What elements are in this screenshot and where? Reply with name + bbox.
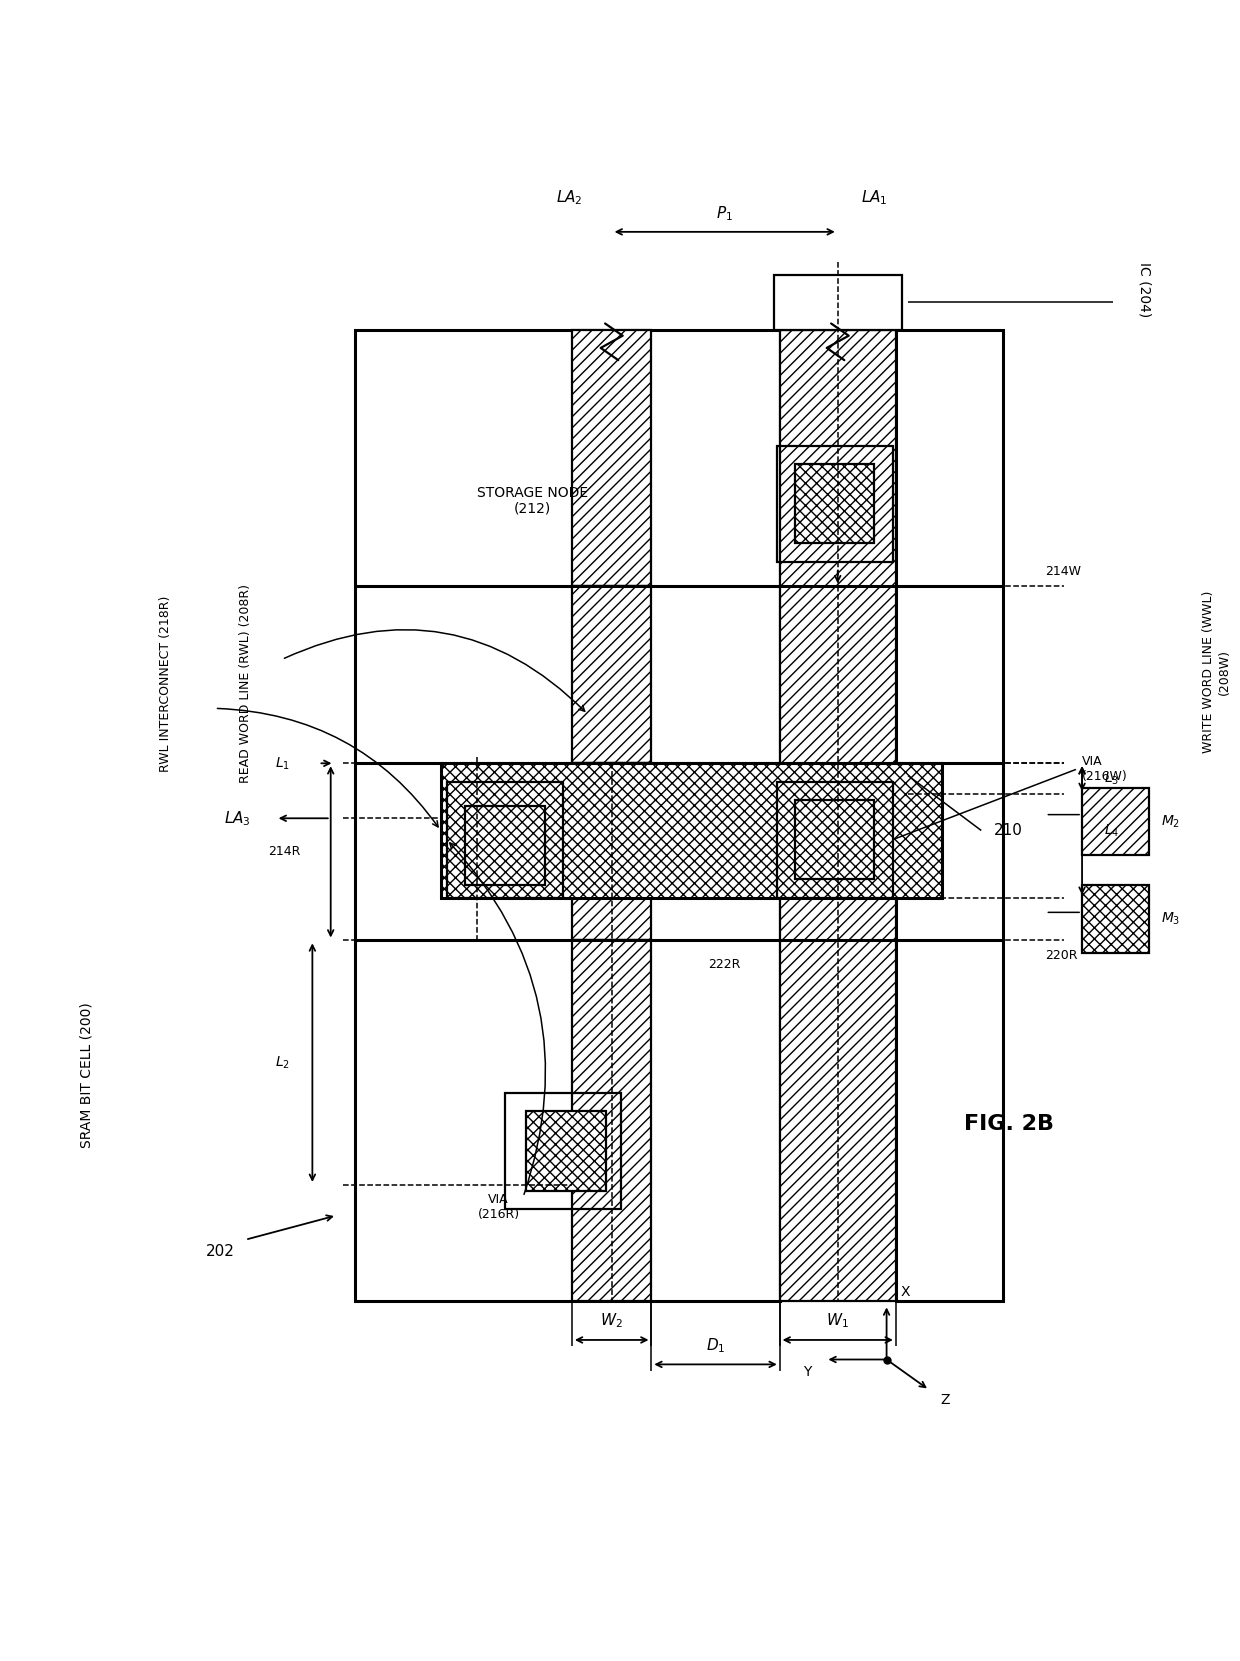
Bar xyxy=(795,801,874,879)
Text: $LA_1$: $LA_1$ xyxy=(861,188,888,208)
Text: X: X xyxy=(900,1286,910,1299)
Bar xyxy=(355,329,780,1301)
Text: $W_2$: $W_2$ xyxy=(600,1311,622,1330)
Text: $LA_2$: $LA_2$ xyxy=(556,188,583,208)
Bar xyxy=(572,764,651,940)
Text: READ WORD LINE (RWL) (208R): READ WORD LINE (RWL) (208R) xyxy=(238,585,252,784)
Text: $L_2$: $L_2$ xyxy=(275,1055,290,1071)
Bar xyxy=(895,329,1003,1301)
Bar xyxy=(780,329,895,1301)
Text: 222R: 222R xyxy=(708,958,740,972)
Text: Y: Y xyxy=(804,1365,811,1379)
Bar xyxy=(774,274,901,329)
Text: $D_1$: $D_1$ xyxy=(706,1337,725,1355)
Text: WRITE WORD LINE (WWL)
(208W): WRITE WORD LINE (WWL) (208W) xyxy=(1203,591,1230,752)
Text: 202: 202 xyxy=(206,1244,236,1259)
Text: STORAGE NODE
(212): STORAGE NODE (212) xyxy=(476,485,588,515)
Bar xyxy=(1083,787,1149,855)
Bar xyxy=(572,329,651,586)
Text: 214W: 214W xyxy=(1045,565,1081,578)
Bar xyxy=(572,940,651,1301)
Bar xyxy=(1083,885,1149,953)
Bar xyxy=(572,586,651,764)
Bar xyxy=(526,1111,605,1191)
Text: 214R: 214R xyxy=(268,845,300,859)
Text: $M_2$: $M_2$ xyxy=(1162,814,1180,829)
Text: IC (204): IC (204) xyxy=(1137,262,1151,317)
Bar xyxy=(440,764,941,897)
Text: Z: Z xyxy=(940,1394,950,1407)
Bar xyxy=(465,806,544,885)
Text: SRAM BIT CELL (200): SRAM BIT CELL (200) xyxy=(79,1002,93,1148)
Bar xyxy=(776,782,893,897)
Bar xyxy=(446,782,563,897)
Text: $L_1$: $L_1$ xyxy=(275,756,290,771)
Text: VIA
(216W): VIA (216W) xyxy=(1083,756,1128,784)
Text: FIG. 2B: FIG. 2B xyxy=(963,1115,1054,1134)
Text: 210: 210 xyxy=(993,822,1022,839)
Text: 220R: 220R xyxy=(1045,948,1078,962)
Text: $M_3$: $M_3$ xyxy=(1162,910,1180,927)
Text: $P_1$: $P_1$ xyxy=(717,204,733,223)
Text: $L_3$: $L_3$ xyxy=(1104,771,1120,787)
Bar xyxy=(795,463,874,543)
Bar xyxy=(776,445,893,561)
Text: RWL INTERCONNECT (218R): RWL INTERCONNECT (218R) xyxy=(159,596,172,772)
Text: $LA_3$: $LA_3$ xyxy=(224,809,252,827)
Bar xyxy=(506,1093,621,1209)
Text: $L_4$: $L_4$ xyxy=(1104,822,1120,839)
Text: VIA
(216R): VIA (216R) xyxy=(477,1193,520,1221)
Text: $W_1$: $W_1$ xyxy=(826,1311,849,1330)
